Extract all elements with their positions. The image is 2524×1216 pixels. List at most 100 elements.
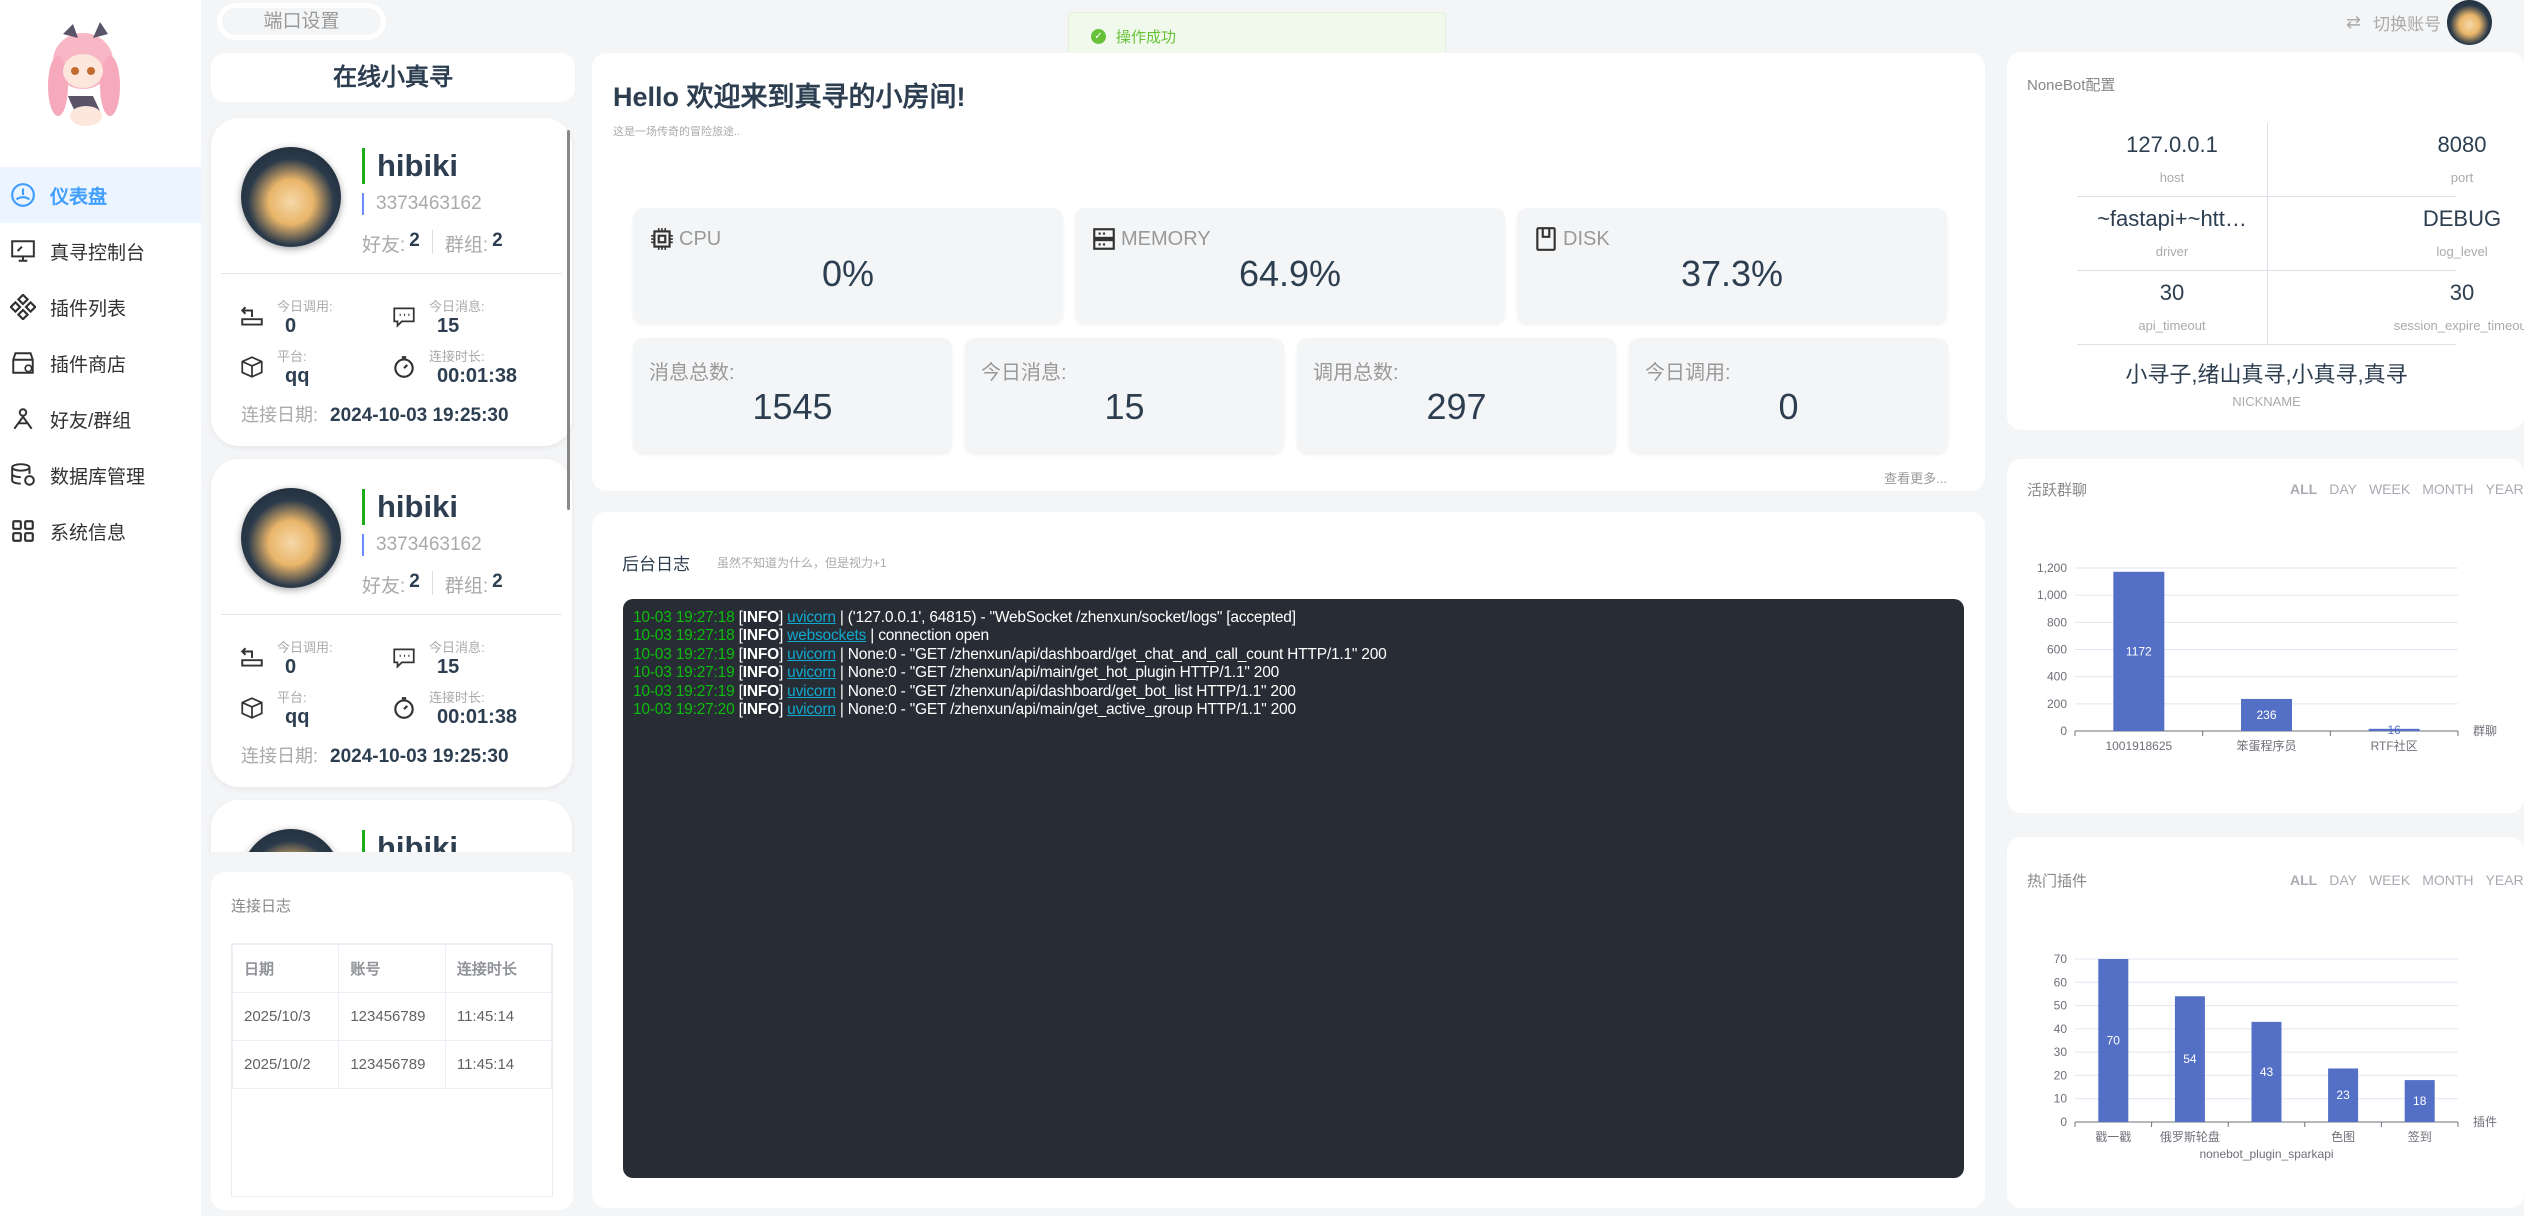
log-source-link[interactable]: uvicorn: [787, 664, 836, 682]
log-source-link[interactable]: uvicorn: [787, 645, 836, 663]
duration-label: 连接时长:: [429, 690, 485, 705]
friends-label: 好友:: [362, 235, 406, 256]
box-icon: [241, 697, 263, 719]
bar-value-label: 54: [2183, 1052, 2197, 1066]
sidebar-item-4[interactable]: 好友/群组: [0, 391, 201, 447]
view-more-link[interactable]: 查看更多...: [1884, 471, 1947, 486]
bot-avatar: [241, 829, 341, 852]
switch-account-button[interactable]: ⇄ 切换账号: [2346, 10, 2441, 35]
period-tab-year[interactable]: YEAR: [2485, 481, 2524, 497]
friends-count: 2: [409, 571, 420, 592]
swap-icon: ⇄: [2346, 12, 2362, 32]
memory-icon: [1093, 228, 1115, 250]
backend-log-subtitle: 虽然不知道为什么，但是视力+1: [717, 556, 887, 570]
y-tick-label: 1,000: [2037, 588, 2067, 602]
call-icon: [240, 306, 263, 326]
hot-plugins-chart: 0 10 20 30 40 50 60 70 70 戳一戳 54 俄罗斯轮盘 43 nonebot_plu…: [2054, 952, 2497, 1161]
sidebar-item-6[interactable]: 系统信息: [0, 503, 201, 559]
sidebar-item-5[interactable]: 数据库管理: [0, 447, 201, 503]
call-icon: [240, 647, 263, 667]
period-tab-day[interactable]: DAY: [2329, 872, 2357, 888]
sidebar-item-3[interactable]: 插件商店: [0, 335, 201, 391]
bot-name: hibiki: [362, 489, 458, 525]
period-tab-month[interactable]: MONTH: [2422, 481, 2474, 497]
period-tab-day[interactable]: DAY: [2329, 481, 2357, 497]
sidebar-item-2[interactable]: 插件列表: [0, 279, 201, 335]
bot-id: 3373463162: [362, 534, 482, 556]
stat-value: 37.3%: [1680, 253, 1784, 294]
success-toast: ✓ 操作成功: [1068, 12, 1446, 60]
y-tick-label: 800: [2047, 615, 2067, 629]
bar-value-label: 16: [2387, 723, 2401, 737]
stat-label: 今日消息:: [981, 362, 1067, 384]
x-tick-label: 笨蛋程序员: [2236, 738, 2296, 753]
period-tab-year[interactable]: YEAR: [2485, 872, 2524, 888]
switch-account-label: 切换账号: [2373, 15, 2442, 34]
x-tick-label: 戳一戳: [2095, 1130, 2131, 1144]
bar-value-label: 23: [2336, 1088, 2350, 1102]
port-settings-button[interactable]: 端口设置: [217, 3, 386, 40]
table-row: 2025/10/3 123456789 11:45:14: [231, 992, 553, 1041]
bar: [2113, 571, 2165, 731]
sidebar-item-label: 插件商店: [50, 354, 127, 376]
today-msg-label: 今日消息:: [429, 299, 485, 314]
config-key: host: [2159, 170, 2185, 185]
period-tabs: ALL DAY WEEK MONTH YEAR: [2290, 481, 2524, 497]
y-tick-label: 0: [2060, 724, 2067, 738]
user-avatar[interactable]: [2447, 0, 2492, 45]
database-icon: [11, 463, 35, 486]
period-tab-week[interactable]: WEEK: [2368, 872, 2411, 888]
x-tick-label: 俄罗斯轮盘: [2160, 1129, 2220, 1144]
log-source-link[interactable]: uvicorn: [787, 682, 836, 700]
bar-value-label: 18: [2413, 1094, 2427, 1108]
bot-card[interactable]: hibiki 3373463162 好友: 2 群组: 2 今日调用: 0 今日消息: 1…: [211, 459, 572, 787]
connect-date: 连接日期: 2024-10-03 19:25:30: [241, 742, 509, 768]
y-tick-label: 30: [2054, 1045, 2068, 1059]
y-tick-label: 400: [2047, 670, 2067, 684]
chat-icon: [393, 648, 415, 669]
bar: [2241, 698, 2292, 731]
log-terminal[interactable]: 10-03 19:27:18 [INFO] uvicorn | ('127.0.…: [623, 599, 1964, 1178]
connection-log-table: 日期 账号 连接时长 2025/10/3 123456789 11:45:14 2025…: [231, 943, 553, 1197]
bot-name: hibiki: [362, 148, 458, 184]
nickname-value: 小寻子,绪山真寻,小真寻,真寻: [2125, 362, 2408, 387]
sidebar-item-0[interactable]: 仪表盘: [0, 167, 201, 223]
log-time: 10-03 19:27:18: [633, 609, 735, 626]
period-tab-week[interactable]: WEEK: [2368, 481, 2411, 497]
log-source-link[interactable]: websockets: [787, 627, 867, 645]
groups-count: 2: [492, 571, 503, 592]
bot-relations: 好友: 2 群组: 2: [362, 571, 503, 598]
log-level: INFO: [742, 627, 779, 645]
logo-mascot-icon: [48, 22, 120, 126]
bot-card[interactable]: hibiki: [211, 800, 572, 852]
period-tabs: ALL DAY WEEK MONTH YEAR: [2290, 872, 2524, 888]
log-line: 10-03 19:27:18 [INFO] websockets | conne…: [633, 627, 989, 645]
today-msg-value: 15: [437, 656, 460, 678]
online-title: 在线小真寻: [211, 53, 575, 102]
stat-value: 0: [1778, 386, 1799, 427]
connection-log-title: 连接日志: [231, 898, 292, 915]
cell-account: 123456789: [338, 992, 446, 1041]
bar: [2174, 996, 2205, 1122]
x-tick-label: nonebot_plugin_sparkapi: [2199, 1147, 2333, 1161]
period-tab-month[interactable]: MONTH: [2422, 872, 2474, 888]
log-message: | connection open: [866, 627, 989, 645]
header-date: 日期: [231, 944, 340, 993]
period-tab-all[interactable]: ALL: [2290, 872, 2318, 888]
stat-value: 0%: [821, 253, 875, 294]
grid-icon: [12, 520, 34, 542]
sidebar-item-1[interactable]: 真寻控制台: [0, 223, 201, 279]
connect-date-value: 2024-10-03 19:25:30: [330, 405, 509, 426]
platform-label: 平台:: [277, 349, 307, 364]
divider: [2267, 123, 2268, 344]
log-source-link[interactable]: uvicorn: [787, 609, 836, 626]
sidebar-item-label: 数据库管理: [50, 466, 146, 488]
bot-card[interactable]: hibiki 3373463162 好友: 2 群组: 2 今日调用: 0 今日消息: 1…: [211, 118, 572, 446]
plugins-icon: [10, 294, 36, 320]
cell-duration: 11:45:14: [444, 1040, 553, 1089]
sidebar-item-label: 插件列表: [50, 298, 127, 320]
today-call-label: 今日调用:: [277, 299, 333, 314]
bot-list-scrollbar[interactable]: [567, 130, 570, 510]
period-tab-all[interactable]: ALL: [2290, 481, 2318, 497]
log-source-link[interactable]: uvicorn: [787, 701, 836, 719]
